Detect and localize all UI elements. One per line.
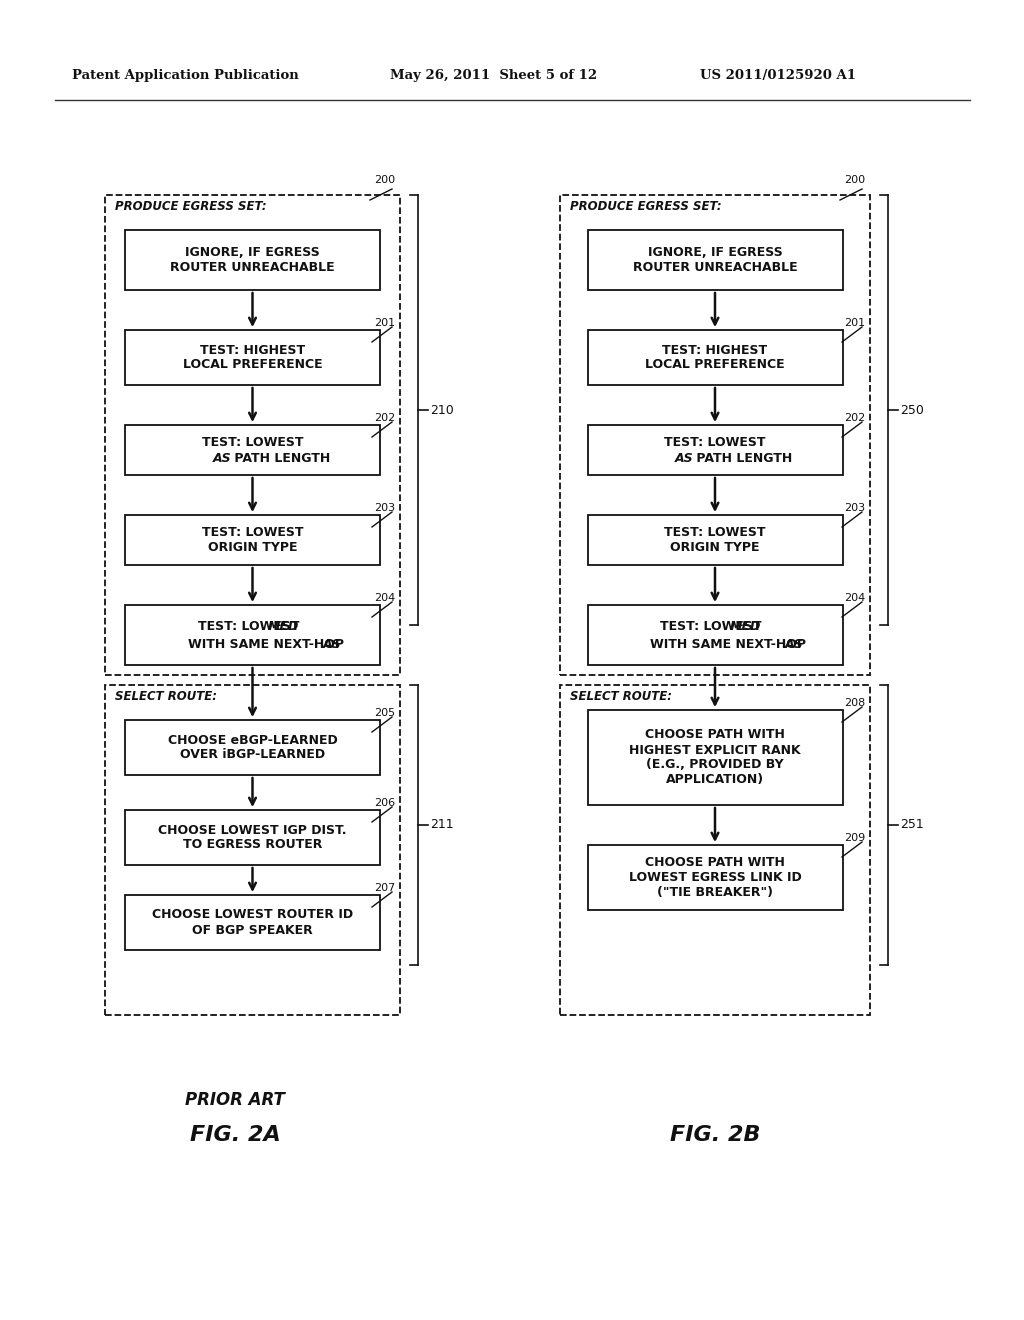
Text: TEST: LOWEST: TEST: LOWEST: [665, 436, 766, 449]
Text: 200: 200: [374, 176, 395, 185]
Text: 206: 206: [374, 799, 395, 808]
Text: 204: 204: [844, 593, 865, 603]
Text: TEST: LOWEST: TEST: LOWEST: [202, 436, 303, 449]
Text: TEST: LOWEST: TEST: LOWEST: [660, 619, 766, 632]
Text: 205: 205: [374, 708, 395, 718]
Text: 250: 250: [900, 404, 924, 417]
Text: CHOOSE LOWEST IGP DIST.
TO EGRESS ROUTER: CHOOSE LOWEST IGP DIST. TO EGRESS ROUTER: [159, 824, 347, 851]
Text: Patent Application Publication: Patent Application Publication: [72, 69, 299, 82]
Text: US 2011/0125920 A1: US 2011/0125920 A1: [700, 69, 856, 82]
Text: CHOOSE PATH WITH
HIGHEST EXPLICIT RANK
(E.G., PROVIDED BY
APPLICATION): CHOOSE PATH WITH HIGHEST EXPLICIT RANK (…: [629, 729, 801, 787]
Bar: [560, 685, 870, 1015]
Text: WITH SAME NEXT-HOP: WITH SAME NEXT-HOP: [187, 638, 348, 651]
Bar: [125, 230, 380, 290]
Text: AS: AS: [675, 451, 693, 465]
Bar: [105, 195, 400, 675]
Bar: [588, 605, 843, 665]
Bar: [125, 330, 380, 385]
Text: MED: MED: [730, 619, 762, 632]
Bar: [125, 425, 380, 475]
Bar: [560, 195, 870, 675]
Text: 209: 209: [844, 833, 865, 843]
Bar: [105, 685, 400, 1015]
Text: TEST: HIGHEST
LOCAL PREFERENCE: TEST: HIGHEST LOCAL PREFERENCE: [182, 343, 323, 371]
Text: 203: 203: [844, 503, 865, 513]
Text: SELECT ROUTE:: SELECT ROUTE:: [570, 690, 672, 704]
Text: 208: 208: [844, 698, 865, 708]
Text: IGNORE, IF EGRESS
ROUTER UNREACHABLE: IGNORE, IF EGRESS ROUTER UNREACHABLE: [633, 246, 798, 275]
Text: MED: MED: [267, 619, 299, 632]
Text: 211: 211: [430, 818, 454, 832]
Text: 202: 202: [844, 413, 865, 422]
Text: PATH LENGTH: PATH LENGTH: [229, 451, 330, 465]
Bar: [588, 425, 843, 475]
Text: 201: 201: [374, 318, 395, 327]
Text: PRIOR ART: PRIOR ART: [185, 1092, 285, 1109]
Text: PRODUCE EGRESS SET:: PRODUCE EGRESS SET:: [115, 201, 266, 213]
Text: TEST: LOWEST
ORIGIN TYPE: TEST: LOWEST ORIGIN TYPE: [665, 525, 766, 554]
Bar: [588, 845, 843, 909]
Text: PATH LENGTH: PATH LENGTH: [692, 451, 793, 465]
Text: TEST: LOWEST
ORIGIN TYPE: TEST: LOWEST ORIGIN TYPE: [202, 525, 303, 554]
Bar: [588, 710, 843, 805]
Bar: [125, 895, 380, 950]
Text: 204: 204: [374, 593, 395, 603]
Text: 251: 251: [900, 818, 924, 832]
Bar: [125, 719, 380, 775]
Text: 203: 203: [374, 503, 395, 513]
Text: AS: AS: [323, 638, 341, 651]
Text: CHOOSE PATH WITH
LOWEST EGRESS LINK ID
("TIE BREAKER"): CHOOSE PATH WITH LOWEST EGRESS LINK ID (…: [629, 855, 802, 899]
Bar: [588, 230, 843, 290]
Text: 210: 210: [430, 404, 454, 417]
Text: AS: AS: [785, 638, 804, 651]
Text: 201: 201: [844, 318, 865, 327]
Text: FIG. 2B: FIG. 2B: [670, 1125, 760, 1144]
Text: May 26, 2011  Sheet 5 of 12: May 26, 2011 Sheet 5 of 12: [390, 69, 597, 82]
Text: 202: 202: [374, 413, 395, 422]
Text: TEST: LOWEST: TEST: LOWEST: [198, 619, 303, 632]
Bar: [588, 515, 843, 565]
Bar: [125, 605, 380, 665]
Text: WITH SAME NEXT-HOP: WITH SAME NEXT-HOP: [650, 638, 810, 651]
Text: FIG. 2A: FIG. 2A: [189, 1125, 281, 1144]
Bar: [125, 810, 380, 865]
Bar: [588, 330, 843, 385]
Text: 200: 200: [844, 176, 865, 185]
Bar: [125, 515, 380, 565]
Text: TEST: HIGHEST
LOCAL PREFERENCE: TEST: HIGHEST LOCAL PREFERENCE: [645, 343, 784, 371]
Text: IGNORE, IF EGRESS
ROUTER UNREACHABLE: IGNORE, IF EGRESS ROUTER UNREACHABLE: [170, 246, 335, 275]
Text: CHOOSE eBGP-LEARNED
OVER iBGP-LEARNED: CHOOSE eBGP-LEARNED OVER iBGP-LEARNED: [168, 734, 337, 762]
Text: CHOOSE LOWEST ROUTER ID
OF BGP SPEAKER: CHOOSE LOWEST ROUTER ID OF BGP SPEAKER: [152, 908, 353, 936]
Text: SELECT ROUTE:: SELECT ROUTE:: [115, 690, 217, 704]
Text: 207: 207: [374, 883, 395, 894]
Text: AS: AS: [213, 451, 231, 465]
Text: PRODUCE EGRESS SET:: PRODUCE EGRESS SET:: [570, 201, 722, 213]
